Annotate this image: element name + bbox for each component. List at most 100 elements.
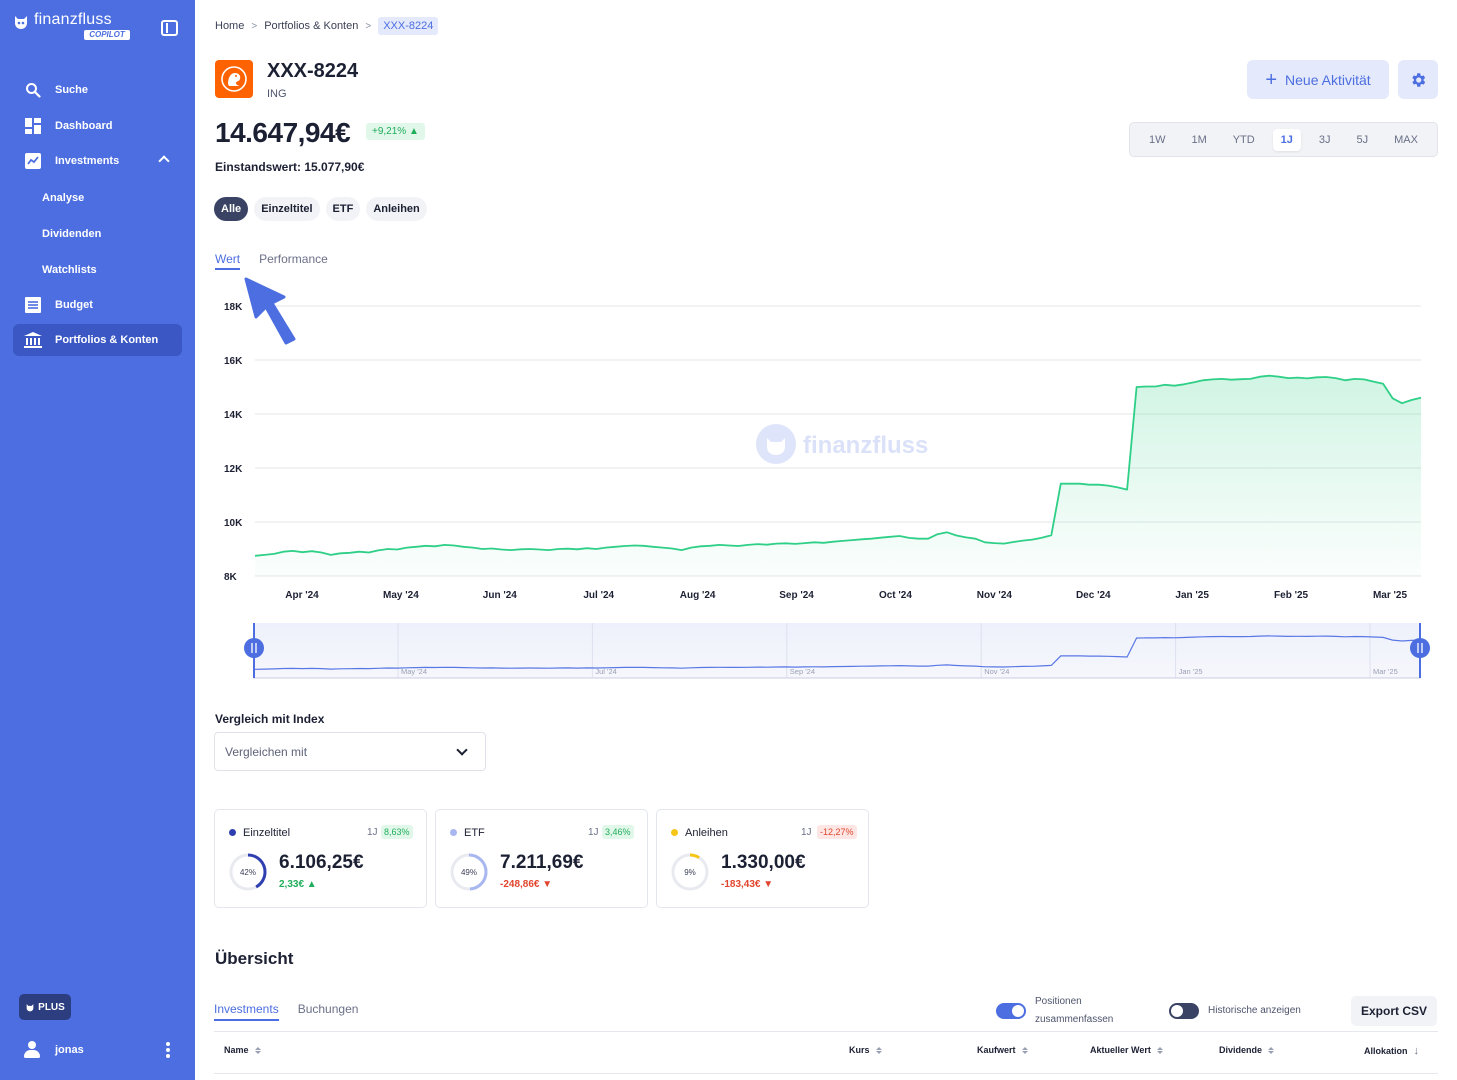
range-tab-3j[interactable]: 3J [1318, 133, 1331, 146]
cursor-arrow-icon [244, 277, 296, 345]
navigator-handle-left [244, 638, 264, 658]
historic-toggle[interactable] [1169, 1003, 1199, 1019]
tab-performance[interactable]: Performance [259, 252, 328, 266]
column-header-allokation[interactable]: Allokation ↓ [1364, 1045, 1420, 1057]
area-fill [255, 375, 1421, 576]
allocation-ring-label: 49% [461, 868, 477, 877]
column-header-dividende[interactable]: Dividende [1219, 1045, 1275, 1055]
plus-badge[interactable]: PLUS [19, 994, 71, 1020]
x-tick-label: Mar '25 [1373, 590, 1408, 601]
export-csv-button[interactable]: Export CSV [1351, 996, 1437, 1026]
x-tick-label: Feb '25 [1274, 590, 1308, 601]
tab-wert[interactable]: Wert [215, 252, 241, 270]
chevron-up-icon[interactable] [158, 155, 170, 167]
dashboard-icon [24, 117, 42, 135]
card-period: 1J [801, 827, 812, 838]
x-tick-label: Aug '24 [680, 590, 716, 601]
breadcrumb-home[interactable]: Home [215, 20, 245, 32]
asset-card-einzeltitel[interactable]: Einzeltitel 1J 8,63% 42% 6.106,25€ 2,33€ ▲ [214, 809, 427, 908]
card-period: 1J [588, 827, 599, 838]
cost-basis: Einstandswert: 15.077,90€ [215, 160, 365, 174]
breadcrumb-portfolios[interactable]: Portfolios & Konten [264, 20, 359, 32]
filter-etf[interactable]: ETF [325, 197, 361, 221]
column-header-kaufwert[interactable]: Kaufwert [977, 1045, 1028, 1055]
sidebar-item-investments[interactable]: Investments [13, 145, 182, 177]
sidebar-item-dashboard[interactable]: Dashboard [13, 110, 182, 142]
card-name: Anleihen [685, 827, 728, 839]
sidebar-item-budget[interactable]: Budget [13, 289, 182, 321]
sidebar-item-label: Investments [55, 155, 120, 167]
x-tick-label: Sep '24 [779, 590, 814, 601]
sort-icon [254, 1046, 261, 1054]
logo[interactable]: finanzfluss COPILOT [12, 10, 130, 40]
sidebar-item-watchlists[interactable]: Watchlists [13, 254, 182, 286]
sidebar-item-label: Dashboard [55, 120, 113, 132]
sidebar-item-label: Portfolios & Konten [55, 334, 159, 346]
column-header-aktueller-wert[interactable]: Aktueller Wert [1090, 1045, 1163, 1055]
sidebar-collapse-icon[interactable] [161, 20, 178, 36]
range-tab-1w[interactable]: 1W [1148, 133, 1166, 146]
card-period: 1J [367, 827, 378, 838]
tab-buchungen[interactable]: Buchungen [297, 1002, 359, 1016]
divider [214, 1073, 1438, 1074]
settings-button[interactable] [1398, 60, 1438, 99]
tab-investments[interactable]: Investments [214, 1002, 279, 1021]
change-badge: +9,21% ▲ [366, 123, 425, 140]
navigator-label: Mar '25 [1373, 667, 1398, 676]
kebab-menu-icon[interactable] [166, 1042, 170, 1058]
card-value: 6.106,25€ [279, 852, 364, 873]
range-tab-1j[interactable]: 1J [1272, 128, 1301, 151]
sidebar-item-label: Analyse [42, 192, 85, 204]
user-menu[interactable]: jonas [24, 1038, 174, 1062]
sidebar-item-dividenden[interactable]: Dividenden [13, 218, 182, 250]
new-activity-button[interactable]: + Neue Aktivität [1247, 60, 1389, 99]
range-tab-ytd[interactable]: YTD [1232, 133, 1255, 146]
historic-label: Historische anzeigen [1208, 1005, 1301, 1016]
merge-positions-toggle[interactable] [996, 1003, 1026, 1019]
x-tick-label: Apr '24 [285, 590, 319, 601]
sidebar-item-suche[interactable]: Suche [13, 74, 182, 106]
sidebar-item-label: Dividenden [42, 228, 102, 240]
y-tick-label: 18K [224, 302, 243, 313]
column-header-name[interactable]: Name [224, 1045, 261, 1055]
user-avatar-icon [24, 1041, 40, 1059]
sidebar-item-portfolios[interactable]: Portfolios & Konten [13, 324, 182, 356]
range-tab-5j[interactable]: 5J [1356, 133, 1369, 146]
x-tick-label: Jun '24 [483, 590, 517, 601]
y-tick-label: 16K [224, 356, 243, 367]
account-bank: ING [267, 88, 287, 100]
asset-card-etf[interactable]: ETF 1J 3,46% 49% 7.211,69€ -248,86€ ▼ [435, 809, 648, 908]
sidebar-item-label: Budget [55, 299, 93, 311]
sort-icon [1021, 1046, 1028, 1054]
navigator-label: May '24 [401, 667, 427, 676]
navigator-label: Jan '25 [1179, 667, 1203, 676]
budget-icon [24, 296, 42, 314]
overview-tabs: Investments Buchungen [214, 1002, 358, 1021]
new-activity-label: Neue Aktivität [1285, 71, 1371, 88]
chevron-down-icon [456, 744, 468, 756]
sidebar-item-analyse[interactable]: Analyse [13, 182, 182, 214]
value-chart[interactable]: 8K 10K 12K 14K 16K 18K finanzfluss Apr '24 May '… [210, 290, 1440, 690]
series-line [254, 374, 1422, 557]
column-header-kurs[interactable]: Kurs [849, 1045, 882, 1055]
filter-alle[interactable]: Alle [214, 197, 249, 221]
plus-label: PLUS [38, 1001, 65, 1013]
account-value: 14.647,94€ [215, 117, 351, 148]
asset-filter-chips: Alle Einzeltitel ETF Anleihen [214, 197, 427, 221]
y-tick-label: 8K [224, 572, 238, 583]
sidebar-item-label: Watchlists [42, 264, 97, 276]
x-tick-label: May '24 [383, 590, 419, 601]
arrow-down-icon: ↓ [1413, 1045, 1420, 1057]
card-name: Einzeltitel [243, 827, 291, 839]
range-tab-1m[interactable]: 1M [1191, 133, 1207, 146]
chevron-right-icon: > [365, 20, 372, 32]
range-tab-max[interactable]: MAX [1394, 133, 1418, 146]
compare-label: Vergleich mit Index [215, 712, 325, 726]
filter-anleihen[interactable]: Anleihen [366, 197, 427, 221]
chevron-right-icon: > [251, 20, 258, 32]
asset-card-anleihen[interactable]: Anleihen 1J -12,27% 9% 1.330,00€ -183,43€ ▼ [656, 809, 869, 908]
sort-icon [875, 1046, 882, 1054]
card-value: 7.211,69€ [500, 852, 584, 873]
compare-index-select[interactable]: Vergleichen mit [214, 732, 486, 771]
filter-einzeltitel[interactable]: Einzeltitel [254, 197, 320, 221]
